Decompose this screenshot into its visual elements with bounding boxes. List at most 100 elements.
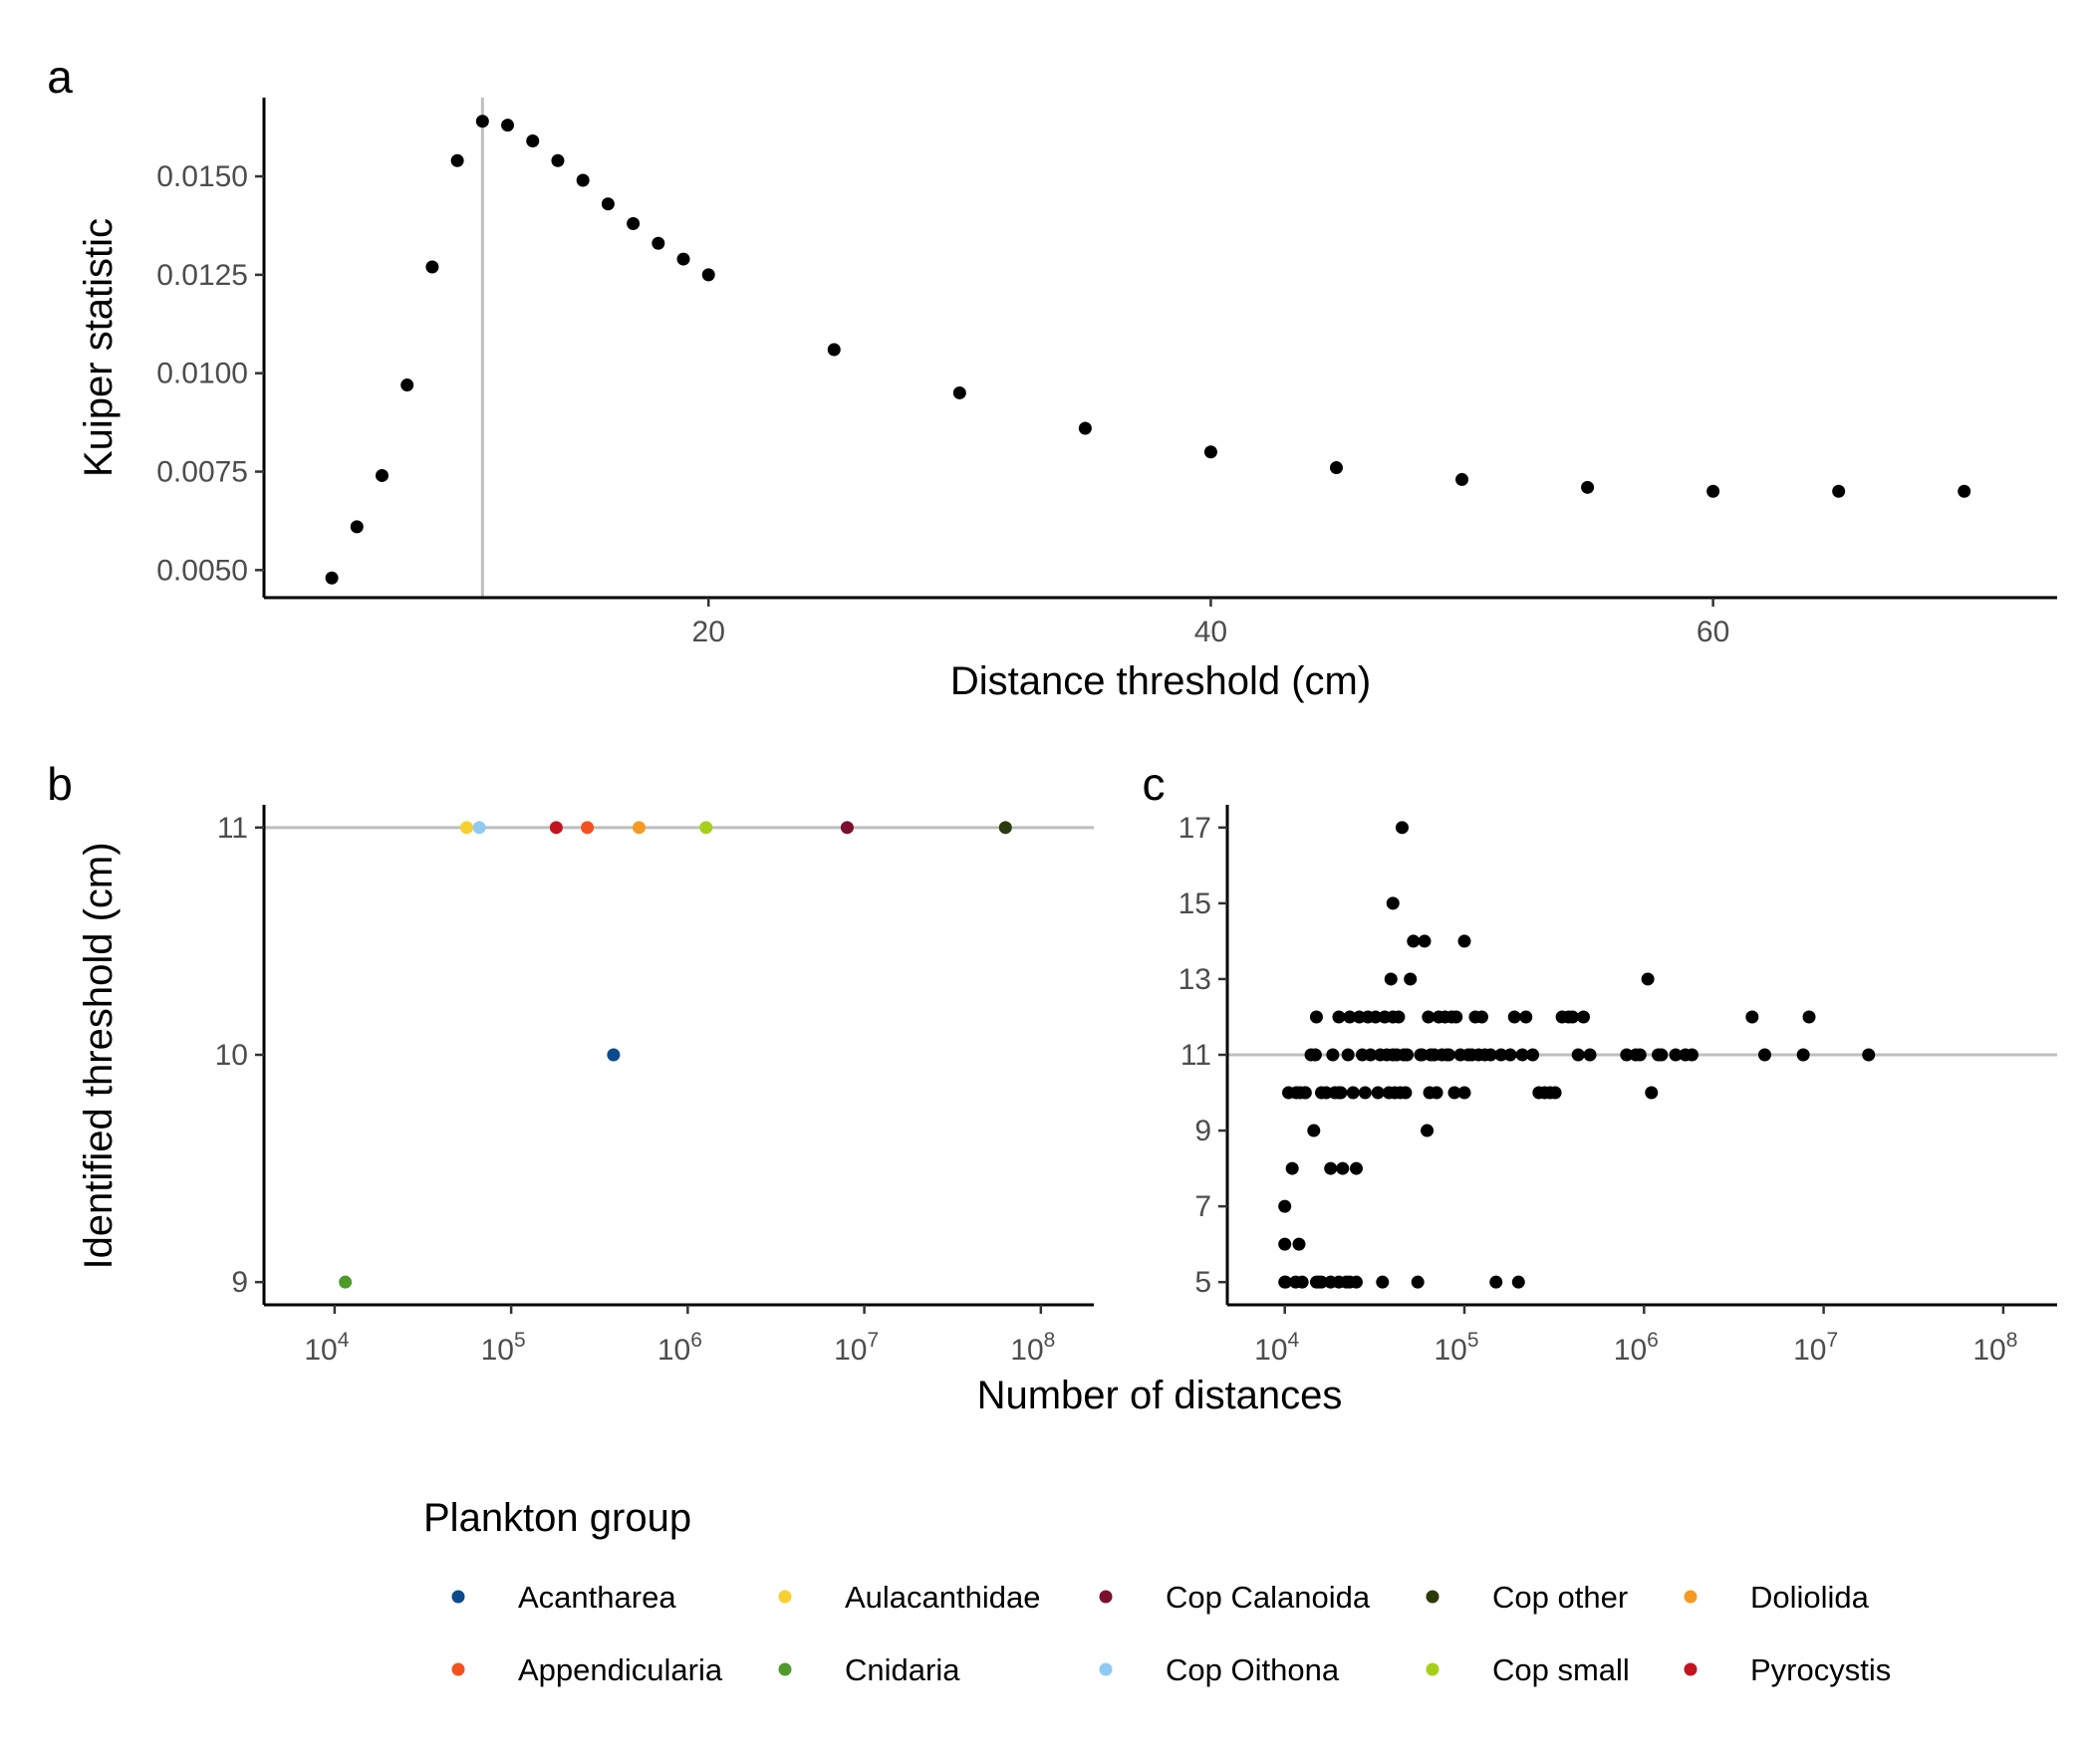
data-point bbox=[1329, 461, 1343, 475]
data-point bbox=[1421, 1124, 1435, 1137]
legend-label: Cop other bbox=[1492, 1580, 1628, 1615]
data-point bbox=[1832, 484, 1846, 498]
data-point bbox=[632, 821, 646, 835]
data-point bbox=[1203, 445, 1217, 459]
y-tick-label: 15 bbox=[1178, 887, 1211, 920]
data-point bbox=[1958, 484, 1971, 498]
x-tick-base: 10 bbox=[1793, 1334, 1826, 1367]
data-point bbox=[1349, 1161, 1363, 1175]
legend-swatch bbox=[1426, 1590, 1440, 1604]
x-tick-base: 10 bbox=[1254, 1334, 1287, 1367]
data-point bbox=[1309, 1010, 1323, 1024]
data-point bbox=[475, 115, 489, 128]
y-tick-label: 9 bbox=[1194, 1115, 1211, 1147]
y-axis-title: Kuiper statistic bbox=[77, 218, 121, 477]
y-tick-label: 5 bbox=[1194, 1266, 1211, 1299]
data-point bbox=[472, 821, 486, 835]
y-tick-label: 0.0125 bbox=[156, 259, 248, 292]
data-point bbox=[1343, 1010, 1357, 1024]
x-tick-exponent: 4 bbox=[338, 1329, 350, 1352]
x-tick-exponent: 8 bbox=[1044, 1329, 1056, 1352]
data-point bbox=[1364, 1048, 1378, 1062]
data-point bbox=[1430, 1086, 1443, 1100]
data-point bbox=[1483, 1048, 1497, 1062]
legend-label: Cop Calanoida bbox=[1166, 1580, 1371, 1615]
data-point bbox=[425, 260, 439, 274]
data-point bbox=[1583, 1048, 1597, 1062]
data-point bbox=[1418, 934, 1432, 948]
legend-label: Cnidaria bbox=[845, 1652, 960, 1687]
legend-swatch bbox=[1426, 1662, 1440, 1676]
data-point bbox=[1326, 1048, 1340, 1062]
legend-swatch bbox=[1684, 1662, 1698, 1676]
x-tick-label: 107 bbox=[1793, 1329, 1838, 1367]
data-point bbox=[1278, 1237, 1292, 1251]
data-point bbox=[1802, 1010, 1816, 1024]
legend-swatch bbox=[1099, 1590, 1113, 1604]
data-point bbox=[1511, 1275, 1525, 1289]
x-tick-exponent: 5 bbox=[514, 1329, 526, 1352]
data-point bbox=[1494, 1048, 1508, 1062]
data-point bbox=[601, 197, 615, 211]
data-point bbox=[1399, 1086, 1413, 1100]
legend-swatch bbox=[1684, 1590, 1698, 1604]
y-tick-label: 17 bbox=[1178, 812, 1211, 845]
data-point bbox=[1384, 972, 1398, 986]
data-point bbox=[952, 385, 966, 399]
data-point bbox=[1298, 1086, 1312, 1100]
data-point bbox=[1358, 1086, 1372, 1100]
data-point bbox=[1796, 1048, 1810, 1062]
data-point bbox=[1315, 1275, 1329, 1289]
y-tick-label: 10 bbox=[215, 1039, 248, 1072]
data-point bbox=[459, 821, 473, 835]
x-tick-base: 10 bbox=[1972, 1334, 2005, 1367]
data-point bbox=[1457, 934, 1471, 948]
x-tick-label: 106 bbox=[1614, 1329, 1659, 1367]
data-point bbox=[375, 468, 389, 482]
data-point bbox=[1571, 1048, 1585, 1062]
y-tick-label: 13 bbox=[1178, 963, 1211, 996]
x-tick-base: 10 bbox=[304, 1334, 337, 1367]
data-point bbox=[676, 252, 690, 266]
x-tick-exponent: 6 bbox=[690, 1329, 702, 1352]
y-axis-title: Identified threshold (cm) bbox=[77, 842, 121, 1269]
data-point bbox=[1457, 1086, 1471, 1100]
data-point bbox=[1503, 1048, 1517, 1062]
data-point bbox=[1669, 1048, 1683, 1062]
data-point bbox=[1745, 1010, 1759, 1024]
data-point bbox=[1401, 1048, 1415, 1062]
x-tick-exponent: 7 bbox=[867, 1329, 879, 1352]
legend: Plankton group Acantharea Appendicularia Au… bbox=[423, 1496, 1891, 1687]
data-point bbox=[1449, 1010, 1463, 1024]
data-point bbox=[1278, 1199, 1292, 1213]
data-point bbox=[1411, 1275, 1425, 1289]
data-point bbox=[1324, 1161, 1338, 1175]
data-point bbox=[1515, 1048, 1529, 1062]
data-point bbox=[1078, 421, 1092, 435]
data-point bbox=[1371, 1086, 1385, 1100]
legend-label: Acantharea bbox=[518, 1580, 676, 1615]
data-point bbox=[1415, 1048, 1429, 1062]
panel-tag-c: c bbox=[1143, 758, 1166, 810]
data-point bbox=[1376, 1275, 1390, 1289]
y-tick-label: 11 bbox=[1180, 1039, 1211, 1072]
x-tick-exponent: 6 bbox=[1647, 1329, 1659, 1352]
data-point bbox=[350, 520, 364, 534]
data-point bbox=[1507, 1010, 1521, 1024]
data-point bbox=[840, 821, 854, 835]
x-tick-label: 106 bbox=[657, 1329, 702, 1367]
data-point bbox=[827, 343, 841, 357]
data-point bbox=[1474, 1010, 1488, 1024]
data-point bbox=[1386, 896, 1400, 910]
data-point bbox=[549, 821, 563, 835]
legend-swatch bbox=[1099, 1662, 1113, 1676]
data-point bbox=[1332, 1010, 1346, 1024]
legend-label: Cop small bbox=[1492, 1652, 1630, 1687]
x-tick-label: 105 bbox=[1434, 1329, 1478, 1367]
data-point bbox=[1441, 1048, 1455, 1062]
data-point bbox=[1308, 1048, 1322, 1062]
data-point bbox=[1349, 1275, 1363, 1289]
data-point bbox=[1455, 472, 1469, 486]
data-point bbox=[1645, 1086, 1659, 1100]
